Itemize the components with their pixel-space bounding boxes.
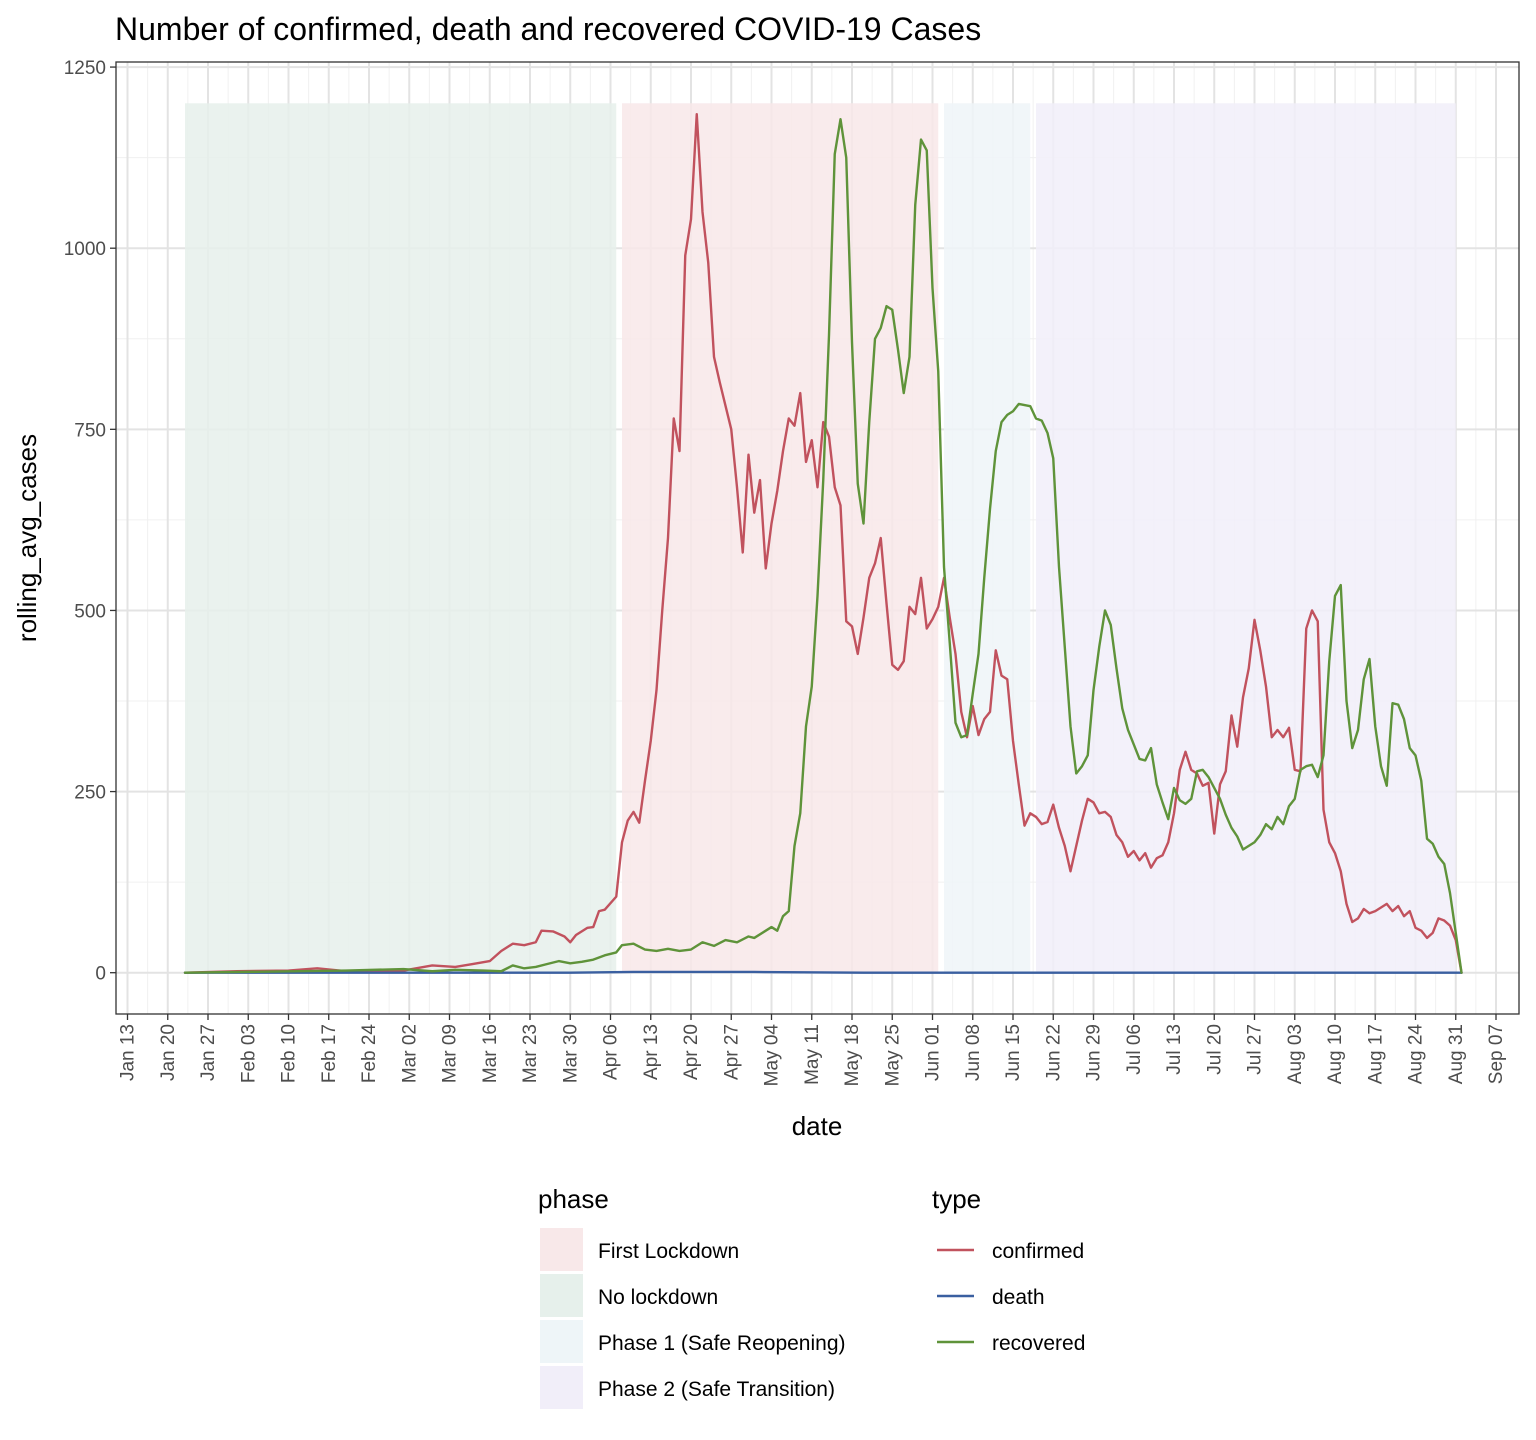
legend-title: type (932, 1184, 981, 1214)
x-tick-label: Aug 17 (1365, 1024, 1386, 1084)
legend-label: death (992, 1286, 1045, 1309)
x-tick-label: Feb 24 (359, 1024, 380, 1084)
x-tick-label: Jun 15 (1003, 1024, 1024, 1081)
legend-label: First Lockdown (598, 1240, 739, 1263)
x-tick-label: Apr 20 (681, 1024, 702, 1080)
x-tick-label: Jun 01 (923, 1024, 944, 1081)
x-tick-label: May 11 (802, 1024, 823, 1085)
x-tick-label: Aug 03 (1285, 1024, 1306, 1084)
x-tick-label: Sep 07 (1486, 1024, 1507, 1084)
legend: phase First Lockdown No lockdown Phase 1 (S… (538, 1184, 1085, 1409)
legend-label: Phase 1 (Safe Reopening) (598, 1332, 846, 1355)
x-tick-label: Aug 10 (1325, 1024, 1346, 1084)
legend-key-swatch (540, 1228, 583, 1271)
x-tick-label: Mar 09 (440, 1024, 461, 1083)
x-tick-label: Apr 27 (721, 1024, 742, 1080)
x-tick-label: May 04 (762, 1024, 783, 1087)
x-tick-label: Apr 13 (641, 1024, 662, 1080)
y-tick-label: 750 (74, 420, 106, 441)
x-tick-label: May 25 (882, 1024, 903, 1086)
legend-label: recovered (992, 1332, 1085, 1355)
x-tick-label: Mar 30 (560, 1024, 581, 1083)
legend-label: No lockdown (598, 1286, 718, 1309)
legend-key-swatch (540, 1320, 583, 1363)
phase-band (1036, 103, 1456, 973)
x-tick-label: Feb 03 (238, 1024, 259, 1083)
y-tick-label: 0 (95, 964, 106, 985)
phase-band (622, 103, 939, 973)
y-tick-label: 1000 (64, 239, 106, 260)
plot-panel (115, 61, 1520, 1015)
x-tick-label: Feb 10 (279, 1024, 300, 1083)
legend-key-swatch (540, 1366, 583, 1409)
phase-bands (185, 103, 1456, 973)
y-axis-title: rolling_avg_cases (12, 434, 42, 642)
x-tick-label: Jun 22 (1043, 1024, 1064, 1081)
x-tick-label: Aug 31 (1446, 1024, 1467, 1084)
series-line-recovered (183, 118, 1463, 974)
x-tick-label: Jun 29 (1084, 1024, 1105, 1081)
x-tick-label: Jul 13 (1164, 1024, 1185, 1075)
y-tick-label: 500 (74, 601, 106, 622)
series-lines (183, 112, 1463, 974)
x-tick-label: Mar 02 (399, 1024, 420, 1083)
x-tick-label: Aug 24 (1406, 1024, 1427, 1085)
legend-key-swatch (540, 1274, 583, 1317)
x-tick-label: Jan 20 (158, 1024, 179, 1081)
x-tick-label: Feb 17 (319, 1024, 340, 1083)
x-axis-title: date (792, 1111, 843, 1141)
panel-border (115, 61, 1520, 1015)
x-tick-label: Mar 16 (480, 1024, 501, 1083)
phase-band (185, 103, 617, 973)
legend-label: Phase 2 (Safe Transition) (598, 1378, 835, 1401)
x-axis: Jan 13 Jan 20 Jan 27 Feb 03 Feb 10 Feb 17 Feb … (118, 1014, 1507, 1087)
x-tick-label: Apr 06 (601, 1024, 622, 1080)
legend-title: phase (538, 1184, 609, 1214)
x-tick-label: Jun 08 (963, 1024, 984, 1081)
x-tick-label: Jul 27 (1245, 1024, 1266, 1075)
x-tick-label: Jul 20 (1204, 1024, 1225, 1075)
y-axis: 0 250 500 750 1000 1250 (64, 58, 116, 985)
series-line-death (183, 970, 1463, 974)
chart-title: Number of confirmed, death and recovered… (115, 11, 981, 47)
legend-label: confirmed (992, 1240, 1084, 1263)
y-tick-label: 250 (74, 783, 106, 804)
x-tick-label: Jan 13 (118, 1024, 139, 1081)
x-tick-label: Mar 23 (520, 1024, 541, 1083)
x-tick-label: Jul 06 (1124, 1024, 1145, 1075)
x-tick-label: May 18 (842, 1024, 863, 1086)
y-tick-label: 1250 (64, 58, 106, 79)
x-tick-label: Jan 27 (198, 1024, 219, 1081)
